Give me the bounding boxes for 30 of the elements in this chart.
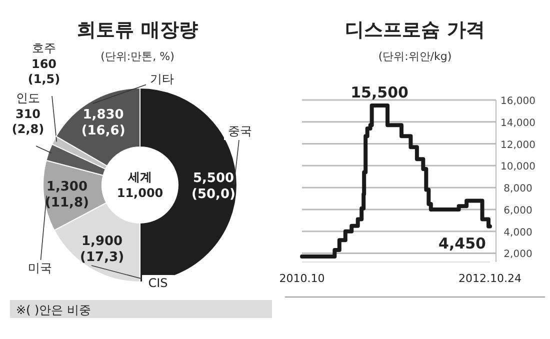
y-tick-label: 10,000 xyxy=(500,162,536,173)
chart-title: 디스프로슘 가격 xyxy=(345,19,485,41)
y-tick-label: 8,000 xyxy=(504,184,532,195)
y-tick-label: 4,000 xyxy=(504,227,532,238)
text: (단위:만톤, %) xyxy=(100,50,174,63)
x-tick-label: 2010.10 xyxy=(279,272,325,285)
text: ※( )안은 비중 xyxy=(16,303,92,317)
chart-subtitle: (단위:위안/kg) xyxy=(378,50,452,63)
y-tick-label: 14,000 xyxy=(500,118,536,129)
y-tick-label: 6,000 xyxy=(504,205,532,216)
y-tick-label: 16,000 xyxy=(500,96,536,107)
slice-label: 호주 xyxy=(32,41,56,55)
chart-title: 희토류 매장량 xyxy=(77,19,198,41)
slice-label: 기타 xyxy=(150,72,174,86)
slice-label: 미국 xyxy=(28,261,52,275)
data-label: 310 (2,8) xyxy=(12,107,44,136)
data-label: 1,300 (11,8) xyxy=(44,179,89,210)
annotation: 15,500 xyxy=(350,83,408,102)
annotation: 4,450 xyxy=(438,234,486,252)
text: 세계 11,000 xyxy=(116,170,164,200)
x-tick-label: 2012.10.24 xyxy=(458,272,522,285)
data-label: 1,900 (17,3) xyxy=(80,234,124,265)
y-tick-label: 2,000 xyxy=(504,249,532,260)
data-label: 5,500 (50,0) xyxy=(192,171,236,202)
data-label: 1,830 (16,6) xyxy=(81,107,126,138)
slice-label: CIS xyxy=(148,276,168,290)
slice-label: 인도 xyxy=(16,91,40,105)
data-label: 160 (1,5) xyxy=(28,57,60,86)
slice-label: 중국 xyxy=(228,124,252,138)
y-tick-label: 12,000 xyxy=(500,140,536,151)
